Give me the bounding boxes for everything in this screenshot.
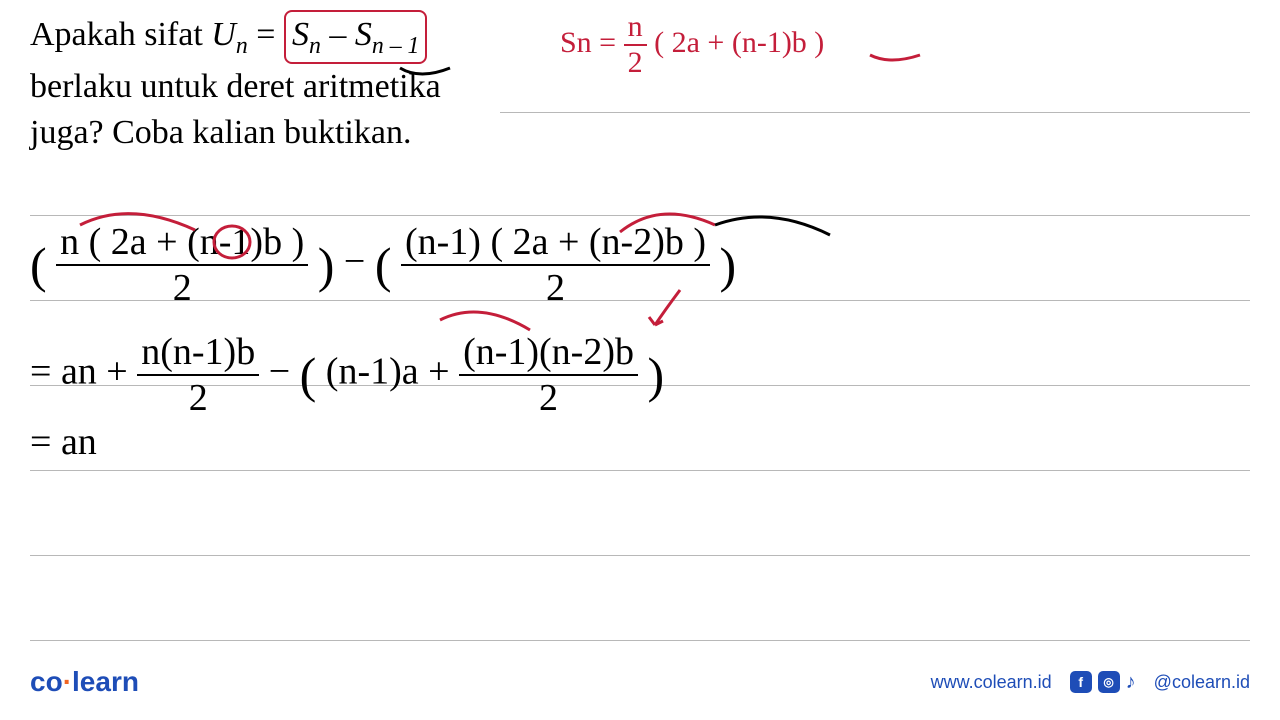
sn-fraction: n 2 (624, 10, 647, 80)
math-u: U (211, 16, 236, 53)
step3-eq: = (30, 421, 61, 463)
work-step-1: ( n ( 2a + (n-1)b ) 2 ) − ( (n-1) ( 2a +… (30, 220, 736, 310)
sn-frac-num: n (624, 10, 647, 46)
ruled-line (30, 215, 1250, 216)
step1-left-frac: n ( 2a + (n-1)b ) 2 (56, 220, 308, 310)
step2-right-a: (n-1)a + (326, 351, 459, 393)
logo-dot: · (63, 666, 72, 697)
question-prefix: Apakah sifat (30, 16, 211, 53)
step2-left-frac: n(n-1)b 2 (137, 330, 259, 420)
work-step-3: = an (30, 420, 97, 464)
boxed-expression: Sn – Sn – 1 (284, 10, 428, 64)
step3-val: an (61, 421, 97, 463)
step1-left-den: 2 (56, 266, 308, 310)
footer-right: www.colearn.id f ◎ ♪ @colearn.id (931, 671, 1250, 694)
boxed-minus-s: – S (321, 16, 372, 53)
step1-minus: − (344, 241, 375, 283)
step2-right-num: (n-1)(n-2)b (459, 330, 638, 376)
step1-left-num: n ( 2a + (n-1)b ) (56, 220, 308, 266)
step2-left-den: 2 (137, 376, 259, 420)
footer-handle: @colearn.id (1154, 672, 1250, 693)
handwritten-sn-formula: Sn = n 2 ( 2a + (n-1)b ) (560, 10, 824, 80)
step2-right-frac: (n-1)(n-2)b 2 (459, 330, 638, 420)
step2-an: an + (61, 351, 137, 393)
tiktok-icon: ♪ (1126, 671, 1136, 694)
step2-left-num: n(n-1)b (137, 330, 259, 376)
ruled-line (500, 112, 1250, 113)
ruled-line (30, 470, 1250, 471)
ruled-line (30, 555, 1250, 556)
step2-minus: − (269, 351, 300, 393)
boxed-s1-sub: n (309, 33, 321, 59)
sn-eq: Sn = (560, 26, 624, 59)
question-rest: berlaku untuk deret aritmetika juga? Cob… (30, 64, 510, 156)
brand-logo: co·learn (30, 666, 139, 698)
boxed-s1: S (292, 16, 309, 53)
ruled-line (30, 640, 1250, 641)
question-line1: Apakah sifat Un = Sn – Sn – 1 (30, 10, 510, 64)
math-u-sub: n (236, 33, 248, 59)
logo-co: co (30, 666, 63, 697)
footer-bar: co·learn www.colearn.id f ◎ ♪ @colearn.i… (30, 666, 1250, 698)
footer-url: www.colearn.id (931, 672, 1052, 693)
sn-frac-den: 2 (624, 46, 647, 80)
boxed-s2-sub: n – 1 (372, 33, 420, 59)
sn-rest: ( 2a + (n-1)b ) (654, 26, 824, 59)
social-icons: f ◎ ♪ (1070, 671, 1136, 694)
step2-eq: = (30, 351, 61, 393)
step1-right-frac: (n-1) ( 2a + (n-2)b ) 2 (401, 220, 710, 310)
math-equals: = (248, 16, 284, 53)
step1-right-den: 2 (401, 266, 710, 310)
instagram-icon: ◎ (1098, 671, 1120, 693)
step1-right-num: (n-1) ( 2a + (n-2)b ) (401, 220, 710, 266)
work-step-2: = an + n(n-1)b 2 − ( (n-1)a + (n-1)(n-2)… (30, 330, 664, 420)
logo-learn: learn (72, 666, 139, 697)
step2-right-den: 2 (459, 376, 638, 420)
facebook-icon: f (1070, 671, 1092, 693)
question-text-block: Apakah sifat Un = Sn – Sn – 1 berlaku un… (30, 10, 510, 156)
